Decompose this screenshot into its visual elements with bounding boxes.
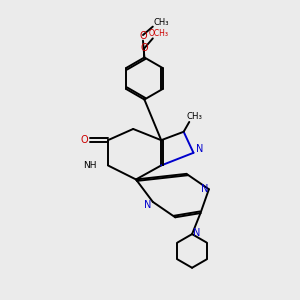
Text: N: N	[143, 200, 151, 210]
Text: O: O	[139, 32, 147, 41]
Text: O: O	[81, 135, 88, 145]
Text: N: N	[194, 228, 201, 238]
Text: OCH₃: OCH₃	[149, 29, 169, 38]
Text: NH: NH	[83, 161, 97, 170]
Text: CH₃: CH₃	[154, 18, 169, 27]
Text: N: N	[196, 144, 203, 154]
Text: N: N	[201, 184, 208, 194]
Text: CH₃: CH₃	[187, 112, 203, 122]
Text: O: O	[141, 43, 148, 53]
